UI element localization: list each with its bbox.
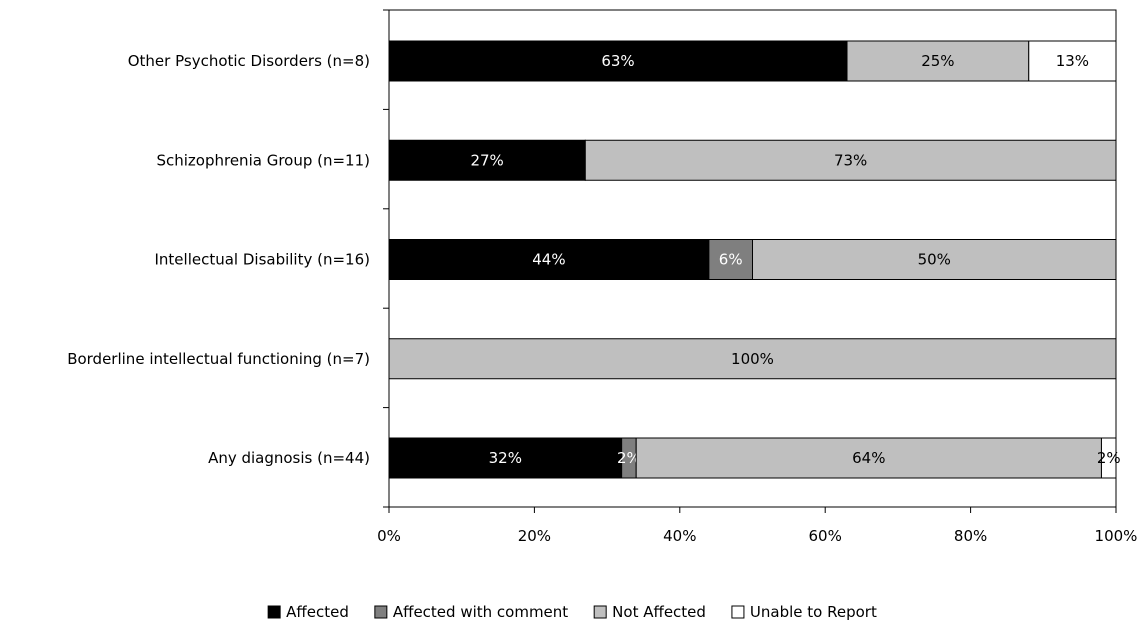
bar-segment: [708, 239, 754, 280]
bar-segment: [752, 239, 1117, 280]
bar-data-label: 32%: [489, 449, 522, 467]
bar-data-label: 50%: [918, 251, 951, 269]
category-label: Any diagnosis (n=44): [208, 449, 370, 467]
bar-segment: [388, 437, 623, 479]
bar-segment: [584, 139, 1117, 181]
legend-label: Not Affected: [612, 603, 706, 621]
category-label: Other Psychotic Disorders (n=8): [128, 52, 370, 70]
legend-swatch: [731, 605, 745, 619]
bar-segment: [846, 40, 1030, 82]
bar-row: 100%: [388, 338, 1117, 380]
legend-label: Unable to Report: [750, 603, 877, 621]
bar-segment: [1028, 40, 1117, 82]
bar-data-label: 2%: [1097, 449, 1121, 467]
legend-swatch: [374, 605, 388, 619]
bar-data-label: 73%: [834, 151, 867, 169]
bar-data-label: 6%: [719, 251, 743, 269]
legend-swatch: [267, 605, 281, 619]
bar-data-label: 63%: [601, 52, 634, 70]
bar-row: 63% 25% 13%: [388, 40, 1117, 82]
x-tick-label: 20%: [518, 527, 551, 545]
bar-segment: [635, 437, 1102, 479]
bar-data-label: 100%: [731, 350, 774, 368]
bar-data-label: 64%: [852, 449, 885, 467]
x-tick-label: 100%: [1095, 527, 1138, 545]
category-label: Schizophrenia Group (n=11): [156, 151, 370, 169]
bar-segment: [388, 239, 710, 280]
bar-data-label: 2%: [617, 449, 641, 467]
category-labels: Other Psychotic Disorders (n=8) Schizophr…: [67, 52, 370, 467]
x-axis: 0% 20% 40% 60% 80% 100%: [377, 507, 1137, 545]
bar-data-label: 44%: [532, 251, 565, 269]
bar-row: 44% 6% 50%: [388, 239, 1117, 280]
bars: 63% 25% 13% 27% 73% 44% 6% 50% 100% 32% 2% 64% 2%: [388, 40, 1121, 479]
x-tick-label: 40%: [663, 527, 696, 545]
bar-segment: [388, 139, 586, 181]
bar-data-label: 27%: [470, 151, 503, 169]
bar-data-label: 25%: [921, 52, 954, 70]
x-tick-label: 0%: [377, 527, 401, 545]
legend: Affected Affected with comment Not Affecte…: [267, 603, 877, 621]
x-tick-label: 60%: [809, 527, 842, 545]
legend-label: Affected: [286, 603, 349, 621]
bar-data-label: 13%: [1056, 52, 1089, 70]
legend-swatch: [593, 605, 607, 619]
bar-segment: [1100, 437, 1117, 479]
legend-label: Affected with comment: [393, 603, 568, 621]
bar-segment: [388, 40, 848, 82]
bar-row: 32% 2% 64% 2%: [388, 437, 1121, 479]
bar-segment: [388, 338, 1117, 380]
category-label: Intellectual Disability (n=16): [154, 251, 370, 269]
x-tick-label: 80%: [954, 527, 987, 545]
bar-row: 27% 73%: [388, 139, 1117, 181]
category-label: Borderline intellectual functioning (n=7…: [67, 350, 370, 368]
